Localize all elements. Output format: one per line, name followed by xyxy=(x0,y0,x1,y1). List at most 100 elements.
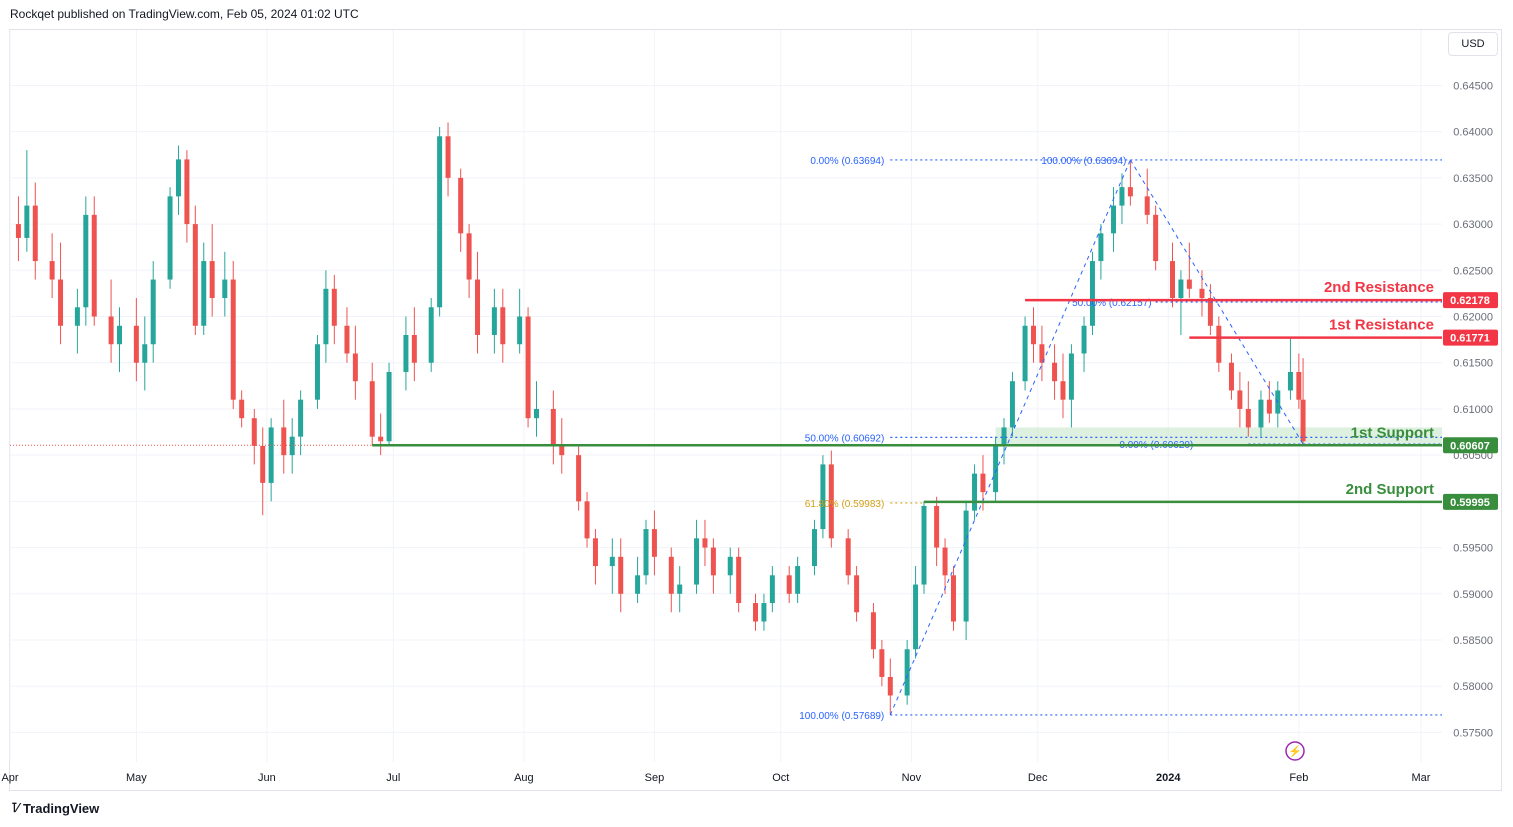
candle-body xyxy=(222,279,228,299)
candle-body xyxy=(942,547,948,576)
candle-body xyxy=(1169,261,1175,299)
candle-body xyxy=(795,566,801,594)
candle-body xyxy=(251,418,257,446)
candle-body xyxy=(1009,381,1015,428)
candle-body xyxy=(344,325,350,354)
candle-body xyxy=(1216,325,1222,363)
candle-body xyxy=(32,205,38,262)
candle-body xyxy=(559,445,565,456)
footer-brand: ⊺⁄ TradingView xyxy=(11,800,99,816)
candle-body xyxy=(437,136,443,308)
y-tick-label: 0.64000 xyxy=(1453,127,1493,139)
level-label: 1st Resistance xyxy=(1329,317,1434,334)
x-tick-label: May xyxy=(126,772,147,784)
candle-body xyxy=(260,445,266,483)
candle-body xyxy=(972,473,978,511)
x-tick-label: Nov xyxy=(902,772,922,784)
candle-body xyxy=(576,455,582,502)
candle-body xyxy=(1186,279,1192,289)
candle-body xyxy=(1098,233,1104,262)
candle-body xyxy=(736,556,742,604)
event-icon xyxy=(1285,741,1305,761)
candle-body xyxy=(727,556,733,576)
x-tick-label: Dec xyxy=(1028,772,1048,784)
candle-body xyxy=(314,344,320,400)
candle-body xyxy=(913,584,919,650)
candle-body xyxy=(91,214,97,317)
candle-body xyxy=(74,307,80,326)
fib-label: 100.00% (0.63694) xyxy=(1041,156,1126,167)
y-tick-label: 0.59000 xyxy=(1453,589,1493,601)
support-zone xyxy=(995,427,1442,446)
level-label: 2nd Support xyxy=(1346,481,1434,498)
candle-body xyxy=(369,381,375,437)
y-tick-label: 0.64500 xyxy=(1453,80,1493,92)
candle-body xyxy=(428,307,434,363)
candle-body xyxy=(1119,187,1125,206)
candle-body xyxy=(592,538,598,567)
candle-body xyxy=(150,279,156,345)
candle-body xyxy=(352,353,358,382)
candle-body xyxy=(525,316,531,419)
candle-body xyxy=(618,556,624,594)
candle-body xyxy=(1039,344,1045,363)
candle-body xyxy=(879,649,885,677)
candle-body xyxy=(1258,399,1264,428)
x-tick-label: 2024 xyxy=(1156,772,1181,784)
fib-label: 0.00% (0.63694) xyxy=(810,156,884,167)
candle-body xyxy=(609,556,615,567)
candle-body xyxy=(458,177,464,234)
tradingview-logo-icon: ⊺⁄ xyxy=(11,800,19,815)
currency-button[interactable]: USD xyxy=(1448,32,1498,56)
candle-body xyxy=(239,399,245,419)
brand-text: TradingView xyxy=(22,800,100,816)
x-tick-label: Aug xyxy=(514,772,534,784)
fib-label: 50.00% (0.60692) xyxy=(805,433,885,444)
candle-body xyxy=(298,399,304,437)
fib-label: 50.00% (0.62157) xyxy=(1072,298,1152,309)
x-tick-label: Feb xyxy=(1289,772,1308,784)
candle-body xyxy=(870,612,876,650)
price-tag xyxy=(1443,437,1498,454)
price-tag xyxy=(1443,292,1498,309)
y-tick-label: 0.62000 xyxy=(1453,312,1493,324)
price-tag-label: 0.59995 xyxy=(1450,497,1490,509)
y-tick-label: 0.58000 xyxy=(1453,681,1493,693)
candle-body xyxy=(1031,325,1037,345)
candle-body xyxy=(828,464,834,539)
candle-body xyxy=(854,575,860,613)
candle-body xyxy=(466,233,472,280)
event-bolt-icon: ⚡ xyxy=(1288,745,1302,758)
level-label: 1st Support xyxy=(1351,424,1434,441)
candle-body xyxy=(980,473,986,493)
candle-body xyxy=(1300,399,1306,442)
candle-body xyxy=(1266,399,1272,414)
candle-body xyxy=(108,316,114,345)
candle-body xyxy=(175,159,181,197)
price-tag-label: 0.61771 xyxy=(1450,333,1490,345)
candle-body xyxy=(786,575,792,594)
candle-body xyxy=(1153,214,1159,262)
candle-body xyxy=(323,288,329,345)
candle-body xyxy=(1178,279,1184,299)
candle-body xyxy=(1199,288,1205,299)
candle-body xyxy=(753,603,759,622)
candle-body xyxy=(533,408,539,419)
candle-body xyxy=(1237,390,1243,409)
fib-label: 100.00% (0.57689) xyxy=(799,711,884,722)
candle-body xyxy=(445,136,451,178)
candle-body xyxy=(331,288,337,326)
candle-body xyxy=(24,205,30,238)
candle-body xyxy=(1207,298,1213,326)
candle-body xyxy=(403,335,409,372)
candle-body xyxy=(761,603,767,622)
y-tick-label: 0.61500 xyxy=(1453,358,1493,370)
candle-body xyxy=(386,371,392,442)
candle-body xyxy=(904,649,910,696)
candle-body xyxy=(1245,408,1251,428)
candle-body xyxy=(820,464,826,530)
candle-body xyxy=(845,538,851,576)
x-tick-label: Mar xyxy=(1412,772,1431,784)
x-tick-label: Apr xyxy=(1,772,18,784)
